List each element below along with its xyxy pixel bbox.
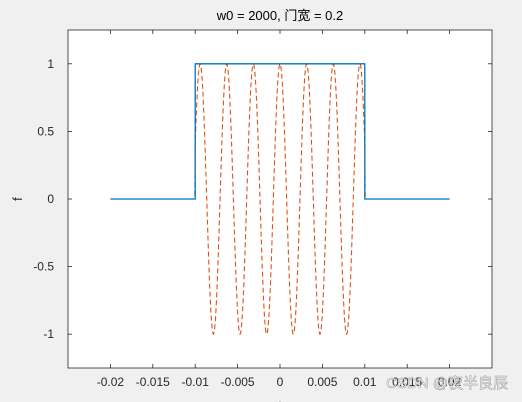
- watermark: CSDN @夜半良辰: [386, 375, 508, 392]
- y-tick-label: 0: [47, 192, 54, 206]
- series-layer: [110, 62, 450, 336]
- series-gate-solid: [110, 63, 450, 200]
- y-tick-label: 0.5: [37, 124, 54, 138]
- x-tick-label: -0.02: [97, 375, 125, 389]
- x-tick-label: -0.005: [221, 375, 255, 389]
- y-tick-label: -0.5: [33, 260, 54, 274]
- chart-title: w0 = 2000, 门宽 = 0.2: [216, 8, 343, 23]
- y-tick-label: 1: [47, 57, 54, 71]
- y-tick-label: -1: [43, 327, 54, 341]
- x-tick-label: 0.01: [353, 375, 377, 389]
- x-tick-label: 0.005: [307, 375, 337, 389]
- x-tick-label: 0.02: [438, 375, 462, 389]
- x-axis-label: t: [278, 398, 282, 402]
- x-tick-label: -0.015: [136, 375, 170, 389]
- ticks-layer: -0.02 -0.015 -0.01 -0.005 0 0.005 0.01 0.015 0.0…: [33, 30, 492, 389]
- y-axis-label: f: [10, 197, 25, 201]
- x-tick-label: -0.01: [182, 375, 210, 389]
- x-tick-label: 0: [277, 375, 284, 389]
- x-tick-label: 0.015: [392, 375, 422, 389]
